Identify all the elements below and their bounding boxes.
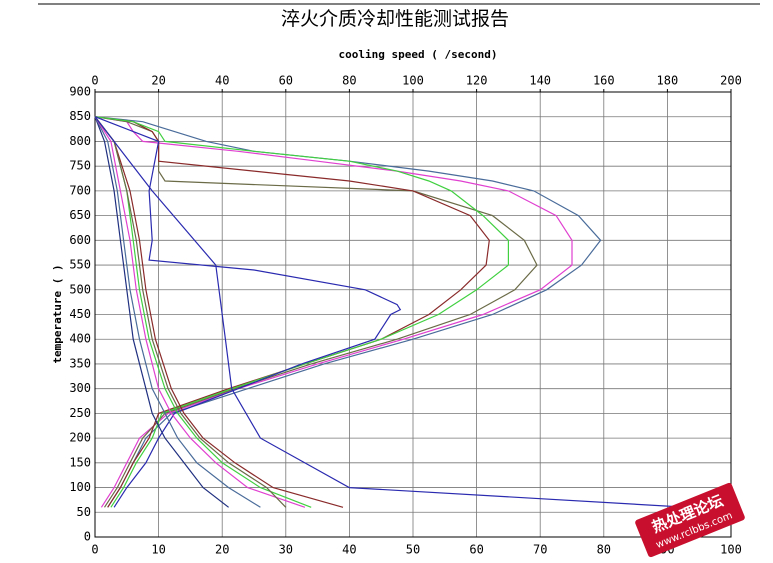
x2-tick-label: 100: [402, 74, 424, 88]
y-tick-label: 250: [69, 406, 91, 420]
y-tick-label: 400: [69, 332, 91, 346]
series-line: [94, 116, 344, 508]
series-line: [94, 116, 490, 508]
x2-tick-label: 120: [466, 74, 488, 88]
y-tick-label: 300: [69, 381, 91, 395]
y-axis-label: temperature ( ): [51, 264, 64, 363]
series-line: [94, 116, 509, 508]
series-line: [94, 116, 402, 508]
y-tick-label: 50: [77, 505, 91, 519]
x2-tick-label: 80: [342, 74, 356, 88]
x2-tick-label: 140: [529, 74, 551, 88]
y-tick-label: 700: [69, 183, 91, 197]
plot-frame: [94, 91, 732, 538]
x2-tick-label: 160: [593, 74, 615, 88]
x2-tick-label: 180: [657, 74, 679, 88]
y-tick-label: 100: [69, 480, 91, 494]
series-line: [94, 116, 573, 508]
x2-tick-label: 20: [151, 74, 165, 88]
chart-title: 淬火介质冷却性能测试报告: [281, 8, 509, 30]
y-tick-label: 150: [69, 455, 91, 469]
y-tick-label: 800: [69, 134, 91, 148]
y-tick-label: 500: [69, 282, 91, 296]
watermark-box: [635, 482, 745, 558]
y-tick-label: 850: [69, 109, 91, 123]
x-tick-label: 70: [533, 543, 547, 557]
x2-tick-label: 200: [720, 74, 742, 88]
series-line: [94, 116, 732, 511]
x-tick-label: 30: [279, 543, 293, 557]
x-tick-label: 80: [597, 543, 611, 557]
x-tick-label: 20: [215, 543, 229, 557]
x2-tick-label: 0: [91, 74, 98, 88]
y-tick-label: 650: [69, 208, 91, 222]
x-tick-label: 0: [91, 543, 98, 557]
y-tick-label: 350: [69, 356, 91, 370]
x-tick-label: 10: [151, 543, 165, 557]
x2-axis-label: cooling speed ( /second): [339, 48, 498, 61]
y-tick-label: 450: [69, 307, 91, 321]
series-line: [94, 116, 229, 508]
x2-tick-label: 60: [279, 74, 293, 88]
series-line: [94, 116, 261, 508]
y-tick-label: 750: [69, 159, 91, 173]
y-tick-label: 550: [69, 258, 91, 272]
y-tick-label: 0: [84, 530, 91, 544]
x2-tick-label: 40: [215, 74, 229, 88]
series-line: [94, 116, 538, 508]
y-tick-label: 200: [69, 431, 91, 445]
x-tick-label: 100: [720, 543, 742, 557]
series-line: [94, 116, 287, 508]
x-tick-label: 60: [469, 543, 483, 557]
plot-area: 0501001502002503003504004505005506006507…: [69, 74, 742, 557]
series-line: [94, 116, 306, 508]
y-tick-label: 600: [69, 233, 91, 247]
series-line: [94, 116, 602, 508]
y-tick-label: 900: [69, 85, 91, 99]
x-tick-label: 50: [406, 543, 420, 557]
x-tick-label: 40: [342, 543, 356, 557]
